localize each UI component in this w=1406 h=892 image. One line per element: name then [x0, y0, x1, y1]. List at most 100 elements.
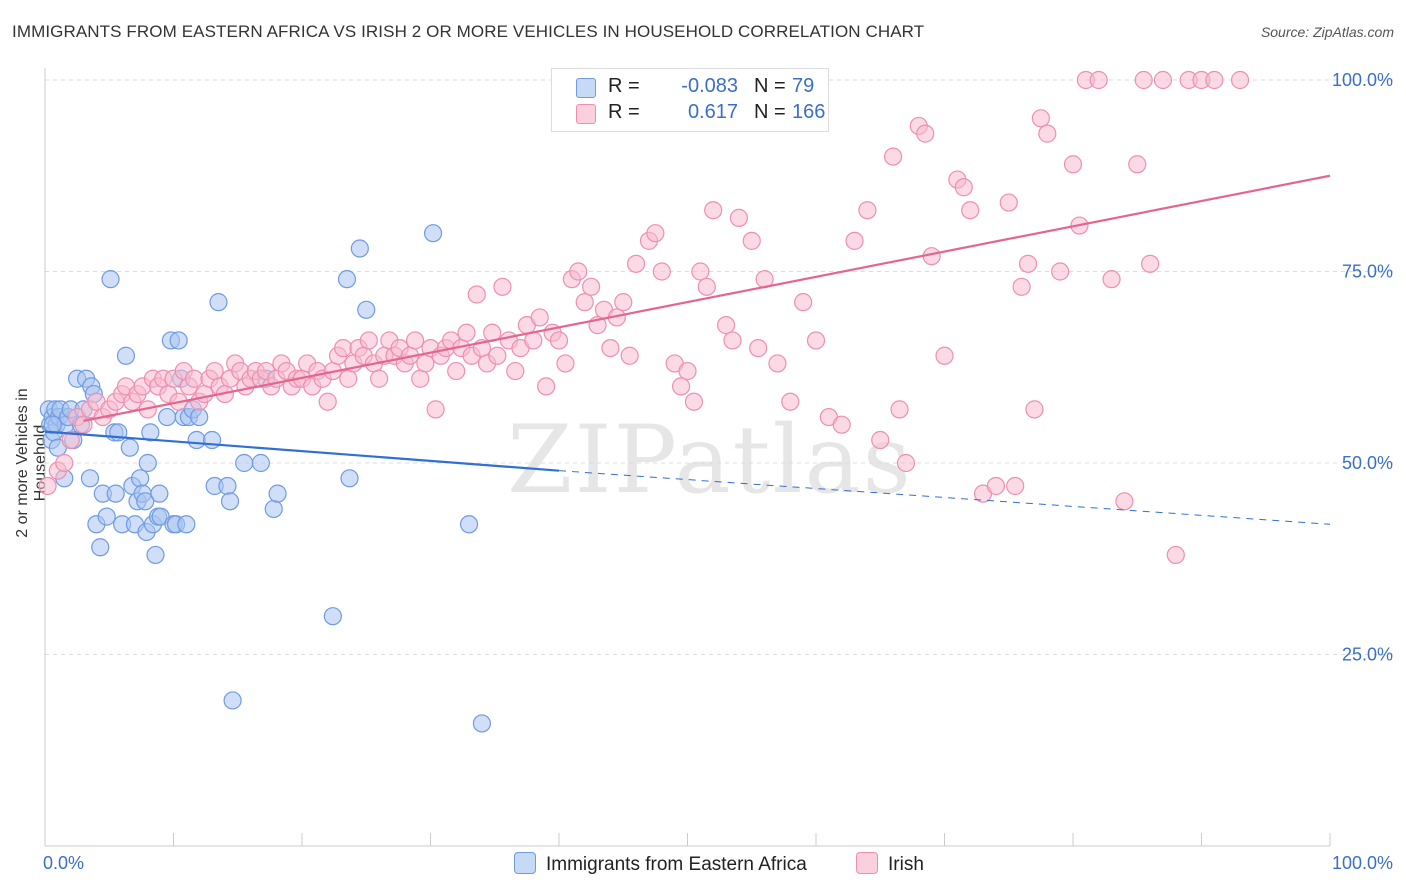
data-point [890, 400, 909, 419]
data-point [120, 438, 139, 457]
legend-n-label: N = [754, 75, 786, 97]
data-point [916, 124, 935, 143]
bottom-legend-eastern-africa[interactable]: Immigrants from Eastern Africa [514, 852, 807, 876]
data-point [1205, 70, 1224, 90]
y-tick-labels: 25.0% 50.0% 75.0% 100.0% [1332, 70, 1393, 665]
legend-n-label: N = [754, 101, 786, 123]
data-point [1134, 70, 1153, 90]
legend-r-label: R = [608, 101, 640, 123]
data-point [264, 499, 283, 519]
data-point [106, 484, 125, 503]
data-point [1031, 109, 1050, 128]
data-point [954, 178, 973, 197]
data-point [202, 430, 222, 450]
data-point [620, 346, 639, 365]
legend-r-value: 0.617 [687, 101, 738, 123]
x-tick-labels: 0.0% 100.0% [43, 853, 1393, 873]
watermark: ZIPatlas [507, 406, 913, 515]
data-point [1089, 70, 1108, 90]
legend-swatch-eastern-africa [576, 78, 596, 98]
data-point [704, 201, 723, 220]
legend-n-value: 79 [792, 75, 815, 97]
data-point [1102, 270, 1121, 289]
data-point [157, 407, 177, 427]
data-point [556, 354, 575, 373]
data-point [218, 476, 237, 496]
data-point [845, 231, 864, 250]
chart-title: IMMIGRANTS FROM EASTERN AFRICA VS IRISH … [12, 22, 925, 41]
data-point [697, 277, 716, 296]
data-point [1140, 254, 1160, 273]
data-point [1018, 254, 1038, 273]
data-point [97, 507, 116, 526]
legend-swatch-eastern-africa [514, 852, 536, 874]
data-point [184, 369, 204, 388]
data-point [1153, 70, 1173, 90]
data-point [80, 469, 100, 488]
data-point [935, 346, 954, 365]
data-point [101, 270, 120, 289]
data-point [858, 201, 877, 220]
data-point [749, 339, 768, 358]
data-point [549, 331, 569, 350]
data-point [205, 361, 224, 381]
data-point [883, 147, 903, 166]
data-point [1012, 277, 1031, 296]
data-point [806, 331, 826, 350]
data-point [472, 714, 491, 733]
data-point [691, 262, 710, 281]
data-point [169, 331, 188, 350]
trend-line-eastern-africa [44, 430, 560, 472]
data-point [350, 239, 369, 258]
data-point [1051, 262, 1070, 281]
data-point [896, 453, 916, 473]
x-tick-label: 0.0% [43, 853, 84, 873]
series-irish [38, 70, 1250, 565]
data-point [91, 538, 110, 557]
data-point [130, 469, 150, 488]
data-point [467, 285, 486, 304]
data-point [235, 453, 254, 473]
data-point [334, 339, 353, 358]
data-point [961, 201, 980, 220]
data-point [582, 277, 601, 296]
data-point [530, 308, 549, 327]
data-point [459, 515, 479, 534]
data-point [426, 400, 445, 419]
data-point [190, 407, 209, 427]
legend-r-label: R = [608, 75, 640, 97]
data-point [768, 354, 787, 373]
data-point [177, 515, 196, 534]
data-point [357, 300, 376, 319]
bottom-legend-irish[interactable]: Irish [856, 852, 924, 876]
data-point [195, 384, 214, 404]
data-point [339, 369, 358, 388]
data-point [684, 392, 704, 411]
axes [44, 68, 1331, 847]
legend-label-eastern-africa: Immigrants from Eastern Africa [546, 854, 807, 875]
data-point [1025, 400, 1044, 419]
data-point [601, 339, 620, 358]
data-point [537, 377, 556, 396]
data-point [55, 453, 74, 473]
legend-r-value: -0.083 [681, 75, 738, 97]
data-point [614, 293, 633, 312]
source-label: Source: ZipAtlas.com [1260, 24, 1394, 40]
data-point [1115, 492, 1134, 511]
legend-label-irish: Irish [888, 854, 924, 875]
data-point [678, 361, 697, 381]
data-point [652, 262, 671, 281]
data-point [716, 316, 736, 335]
data-point [61, 430, 80, 450]
data-point [136, 492, 155, 511]
data-point [729, 208, 749, 227]
trend-lines [44, 174, 1331, 525]
data-point [423, 224, 443, 243]
data-point [370, 369, 389, 388]
data-point [781, 392, 800, 411]
legend-n-value: 166 [792, 101, 826, 123]
data-point [646, 224, 665, 243]
x-tick-label: 100.0% [1332, 853, 1393, 873]
data-point [447, 361, 466, 381]
